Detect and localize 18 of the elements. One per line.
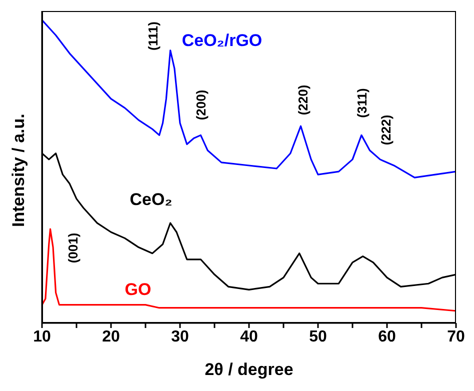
annotation: (111): [146, 22, 160, 50]
x-tick-label: 40: [240, 328, 258, 346]
x-tick-label: 30: [171, 328, 189, 346]
x-axis-title: 2θ / degree: [204, 360, 294, 379]
x-tick-label: 10: [33, 328, 51, 346]
annotation: (311): [354, 88, 370, 118]
series-label: GO: [124, 280, 152, 300]
annotation: (200): [194, 90, 208, 120]
series-label: CeO₂/rGO: [182, 31, 262, 51]
x-tick-label: 50: [309, 328, 327, 346]
x-tick-label: 60: [378, 328, 396, 346]
x-tick-label: 20: [102, 328, 120, 346]
series-label: CeO₂: [130, 190, 172, 210]
annotation: (220): [296, 84, 310, 116]
annotation: (001): [66, 232, 80, 264]
annotation: (222): [378, 114, 394, 146]
x-tick-label: 70: [447, 328, 465, 346]
y-axis-title: Intensity / a.u.: [9, 114, 28, 227]
